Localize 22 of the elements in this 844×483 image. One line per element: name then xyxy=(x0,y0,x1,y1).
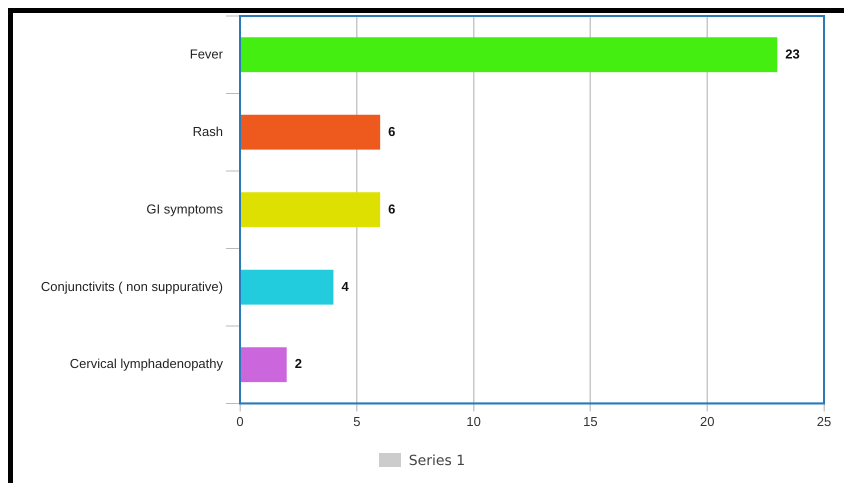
bar xyxy=(240,114,380,150)
x-tick-label: 15 xyxy=(583,414,598,429)
data-label: 4 xyxy=(341,278,350,294)
x-tick-label: 0 xyxy=(236,414,244,429)
bar xyxy=(240,270,334,305)
data-label: 6 xyxy=(388,201,396,216)
x-tick-label: 10 xyxy=(466,414,481,429)
y-tick-label: Cervical lymphadenopathy xyxy=(70,356,224,372)
y-tick-label: GI symptoms xyxy=(146,201,224,216)
data-label: 23 xyxy=(785,46,800,62)
x-tick-label: 20 xyxy=(700,414,714,429)
data-label: 2 xyxy=(294,356,302,372)
data-label: 6 xyxy=(388,124,396,139)
bar xyxy=(240,192,380,228)
y-tick-label: Fever xyxy=(190,46,224,62)
text: Series 1 xyxy=(408,453,466,469)
bar xyxy=(240,37,778,72)
x-tick-label: 5 xyxy=(353,414,360,429)
y-tick-label: Rash xyxy=(192,124,223,139)
bar xyxy=(240,347,287,382)
x-tick-label: 25 xyxy=(816,414,832,429)
y-tick-label: Conjunctivits ( non suppurative) xyxy=(40,278,223,294)
